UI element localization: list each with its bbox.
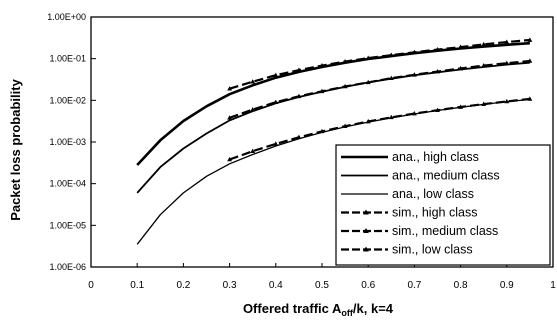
- legend-marker-5: [363, 228, 369, 233]
- y-tick-label: 1.00E-06: [49, 262, 86, 272]
- series-6-point: [319, 128, 325, 134]
- legend-box: [335, 144, 551, 266]
- series-6-point: [527, 96, 533, 101]
- y-tick-label: 1.00E-05: [49, 220, 86, 230]
- series-4-point: [504, 39, 510, 44]
- series-6-point: [365, 118, 371, 124]
- series-6-point: [342, 123, 348, 128]
- series-5-point: [273, 99, 279, 105]
- x-tick-label: 0.3: [223, 280, 237, 291]
- legend-label-5: sim., medium class: [392, 224, 498, 238]
- series-6-point: [504, 98, 510, 104]
- series-line-1: [136, 41, 530, 166]
- legend-label-2: ana., medium class: [392, 169, 500, 183]
- series-5-point: [296, 93, 302, 99]
- series-layer: [136, 37, 533, 245]
- x-tick-label: 0.5: [315, 280, 329, 291]
- legend-label-3: ana., low class: [392, 187, 474, 201]
- series-4-point: [227, 86, 232, 91]
- series-4-point: [273, 72, 279, 78]
- series-6-point: [458, 104, 463, 109]
- series-4-point: [250, 79, 256, 84]
- series-5-point: [342, 83, 348, 89]
- y-tick-label: 1.00E-03: [49, 137, 86, 147]
- series-5-point: [504, 60, 510, 65]
- x-axis-title-main: Offered traffic A: [243, 301, 342, 316]
- series-4-point: [296, 67, 302, 72]
- series-line-4: [229, 38, 530, 90]
- series-4-point: [342, 59, 348, 64]
- series-5-point: [227, 115, 232, 120]
- x-axis: 0 0.1 0.2 0.3 0.4 0.5 0.6 0.7 0.8 0.9 1: [88, 263, 556, 291]
- series-line-6: [229, 97, 531, 161]
- series-4-point: [481, 41, 487, 47]
- series-5-point: [388, 75, 394, 80]
- series-5-point: [435, 68, 440, 74]
- series-5-point: [250, 106, 256, 112]
- series-6-point: [412, 111, 417, 116]
- y-tick-label: 1.00E+00: [47, 12, 86, 22]
- series-5-point: [527, 58, 533, 63]
- legend-label-6: sim., low class: [392, 243, 473, 257]
- y-axis: 1.00E-06 1.00E-05 1.00E-04 1.00E-03 1.00E-02…: [47, 12, 96, 272]
- series-4-point: [365, 55, 371, 60]
- series-6-point: [388, 114, 394, 120]
- series-5-point: [319, 88, 325, 94]
- series-4-point: [319, 63, 325, 68]
- x-tick-label: 0.6: [361, 280, 375, 291]
- series-6-point: [273, 141, 279, 146]
- x-tick-label: 0: [88, 280, 94, 291]
- series-5-point: [365, 79, 371, 85]
- x-tick-label: 0.7: [407, 280, 421, 291]
- legend-label-4: sim., high class: [392, 206, 477, 220]
- y-tick-label: 1.00E-02: [49, 95, 86, 105]
- legend-label-1: ana., high class: [392, 150, 479, 164]
- series-6-point: [435, 107, 440, 112]
- series-5-point: [458, 65, 463, 71]
- x-axis-title-subscript: off: [341, 308, 353, 318]
- legend: ana., high class ana., medium class ana., …: [335, 144, 551, 266]
- x-tick-label: 0.2: [176, 280, 190, 291]
- series-line-5: [229, 59, 531, 119]
- y-axis-title: Packet loss probability: [8, 78, 23, 220]
- series-5-point: [412, 72, 417, 77]
- series-5-point: [481, 63, 487, 68]
- x-tick-label: 0.1: [130, 280, 144, 291]
- series-4-point: [435, 47, 440, 52]
- series-6-point: [250, 148, 256, 154]
- series-6-point: [296, 134, 302, 140]
- series-6-point: [227, 156, 232, 162]
- x-axis-title-suffix: /k, k=4: [353, 301, 394, 316]
- y-tick-label: 1.00E-01: [49, 54, 86, 64]
- x-tick-label: 0.4: [269, 280, 283, 291]
- y-tick-label: 1.00E-04: [49, 179, 86, 189]
- x-axis-title: Offered traffic Aoff/k, k=4: [243, 301, 394, 318]
- series-4-point: [527, 37, 533, 42]
- series-4-point: [458, 44, 463, 49]
- legend-marker-4: [363, 209, 369, 215]
- series-4-point: [412, 49, 417, 55]
- x-tick-label: 0.9: [500, 280, 514, 291]
- series-6-point: [481, 101, 487, 106]
- series-4-point: [388, 52, 394, 57]
- legend-marker-6: [363, 246, 369, 252]
- x-tick-label: 1: [550, 280, 556, 291]
- x-tick-label: 0.8: [454, 280, 468, 291]
